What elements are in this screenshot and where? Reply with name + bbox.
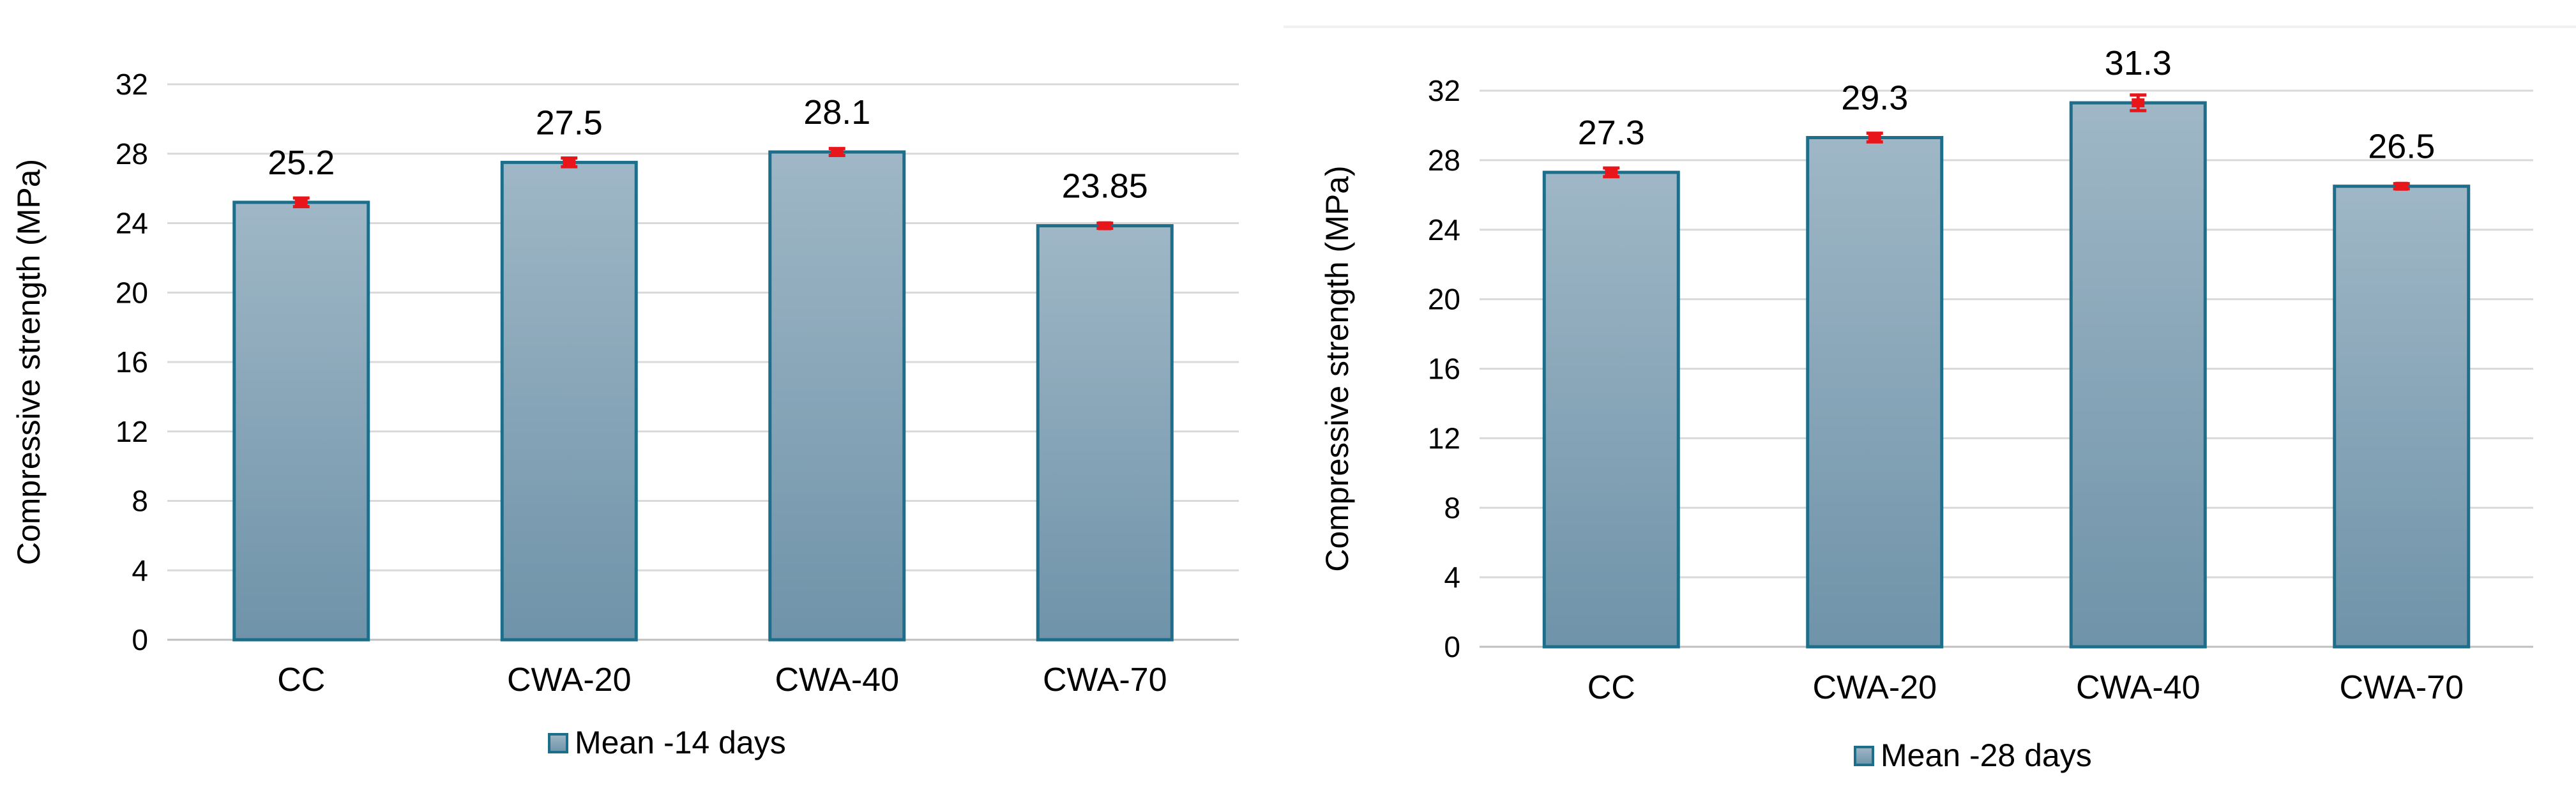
legend-label: Mean -28 days <box>1881 737 2092 773</box>
x-tick-label: CWA-70 <box>1043 661 1167 699</box>
y-tick-label: 28 <box>116 137 148 170</box>
bar-cwa-70 <box>1036 224 1174 642</box>
bar-cc <box>232 200 370 642</box>
y-tick-label: 8 <box>1444 491 1460 524</box>
error-bar <box>1603 166 1620 179</box>
chart-14-days: 0 4 8 12 16 20 24 28 32 Compressive strength (MPa… <box>11 68 1239 760</box>
y-tick-label: 12 <box>116 415 148 448</box>
y-tick-label: 24 <box>1428 213 1460 246</box>
bar-cwa-20 <box>500 160 638 642</box>
y-axis-label: Compressive strength (MPa) <box>1319 165 1355 571</box>
y-tick-label: 16 <box>116 345 148 379</box>
data-label: 27.3 <box>1578 114 1645 152</box>
bar-cc <box>1542 170 1680 649</box>
error-bar <box>2130 93 2147 112</box>
error-bar <box>828 147 845 157</box>
y-tick-label: 4 <box>1444 561 1460 594</box>
x-tick-label: CWA-20 <box>507 661 632 699</box>
error-bar <box>2393 181 2410 191</box>
x-tick-label: CC <box>1587 669 1635 706</box>
error-bar <box>292 196 310 209</box>
legend-label: Mean -14 days <box>575 725 786 760</box>
y-axis-label: Compressive strength (MPa) <box>11 159 47 565</box>
legend: Mean -14 days <box>548 725 786 760</box>
data-label: 23.85 <box>1062 167 1148 206</box>
y-tick-label: 20 <box>1428 283 1460 316</box>
x-tick-label: CWA-20 <box>1812 669 1937 706</box>
error-bar <box>1096 221 1114 230</box>
legend-swatch <box>1854 746 1874 766</box>
x-tick-label: CWA-70 <box>2339 669 2464 706</box>
y-tick-label: 20 <box>116 276 148 309</box>
x-tick-label: CC <box>277 661 325 699</box>
data-label: 28.1 <box>803 93 870 132</box>
y-tick-label: 0 <box>1444 630 1460 663</box>
bar-cwa-70 <box>2333 185 2471 649</box>
data-label: 27.5 <box>536 103 603 142</box>
y-tick-label: 32 <box>116 68 148 101</box>
y-tick-label: 16 <box>1428 352 1460 386</box>
panel-separator <box>1284 26 2576 28</box>
data-label: 29.3 <box>1841 79 1908 117</box>
y-tick-label: 12 <box>1428 421 1460 455</box>
y-tick-label: 24 <box>116 207 148 240</box>
error-bar <box>1866 132 1883 144</box>
chart-28-days: 0 4 8 12 16 20 24 28 32 Compressive strength (MPa… <box>1319 44 2533 773</box>
legend-swatch <box>548 733 568 753</box>
data-label: 31.3 <box>2105 44 2172 82</box>
error-bar <box>561 156 578 169</box>
y-tick-label: 28 <box>1428 144 1460 177</box>
bar-cwa-40 <box>2069 101 2207 649</box>
data-label: 25.2 <box>268 144 335 182</box>
y-tick-label: 4 <box>132 554 148 587</box>
bar-cwa-40 <box>768 150 906 642</box>
bar-cwa-20 <box>1806 135 1944 649</box>
data-label: 26.5 <box>2368 128 2435 166</box>
legend: Mean -28 days <box>1854 737 2092 773</box>
y-tick-label: 8 <box>132 485 148 518</box>
x-tick-label: CWA-40 <box>775 661 899 699</box>
y-tick-label: 32 <box>1428 74 1460 107</box>
y-tick-label: 0 <box>132 623 148 656</box>
x-tick-label: CWA-40 <box>2076 669 2201 706</box>
